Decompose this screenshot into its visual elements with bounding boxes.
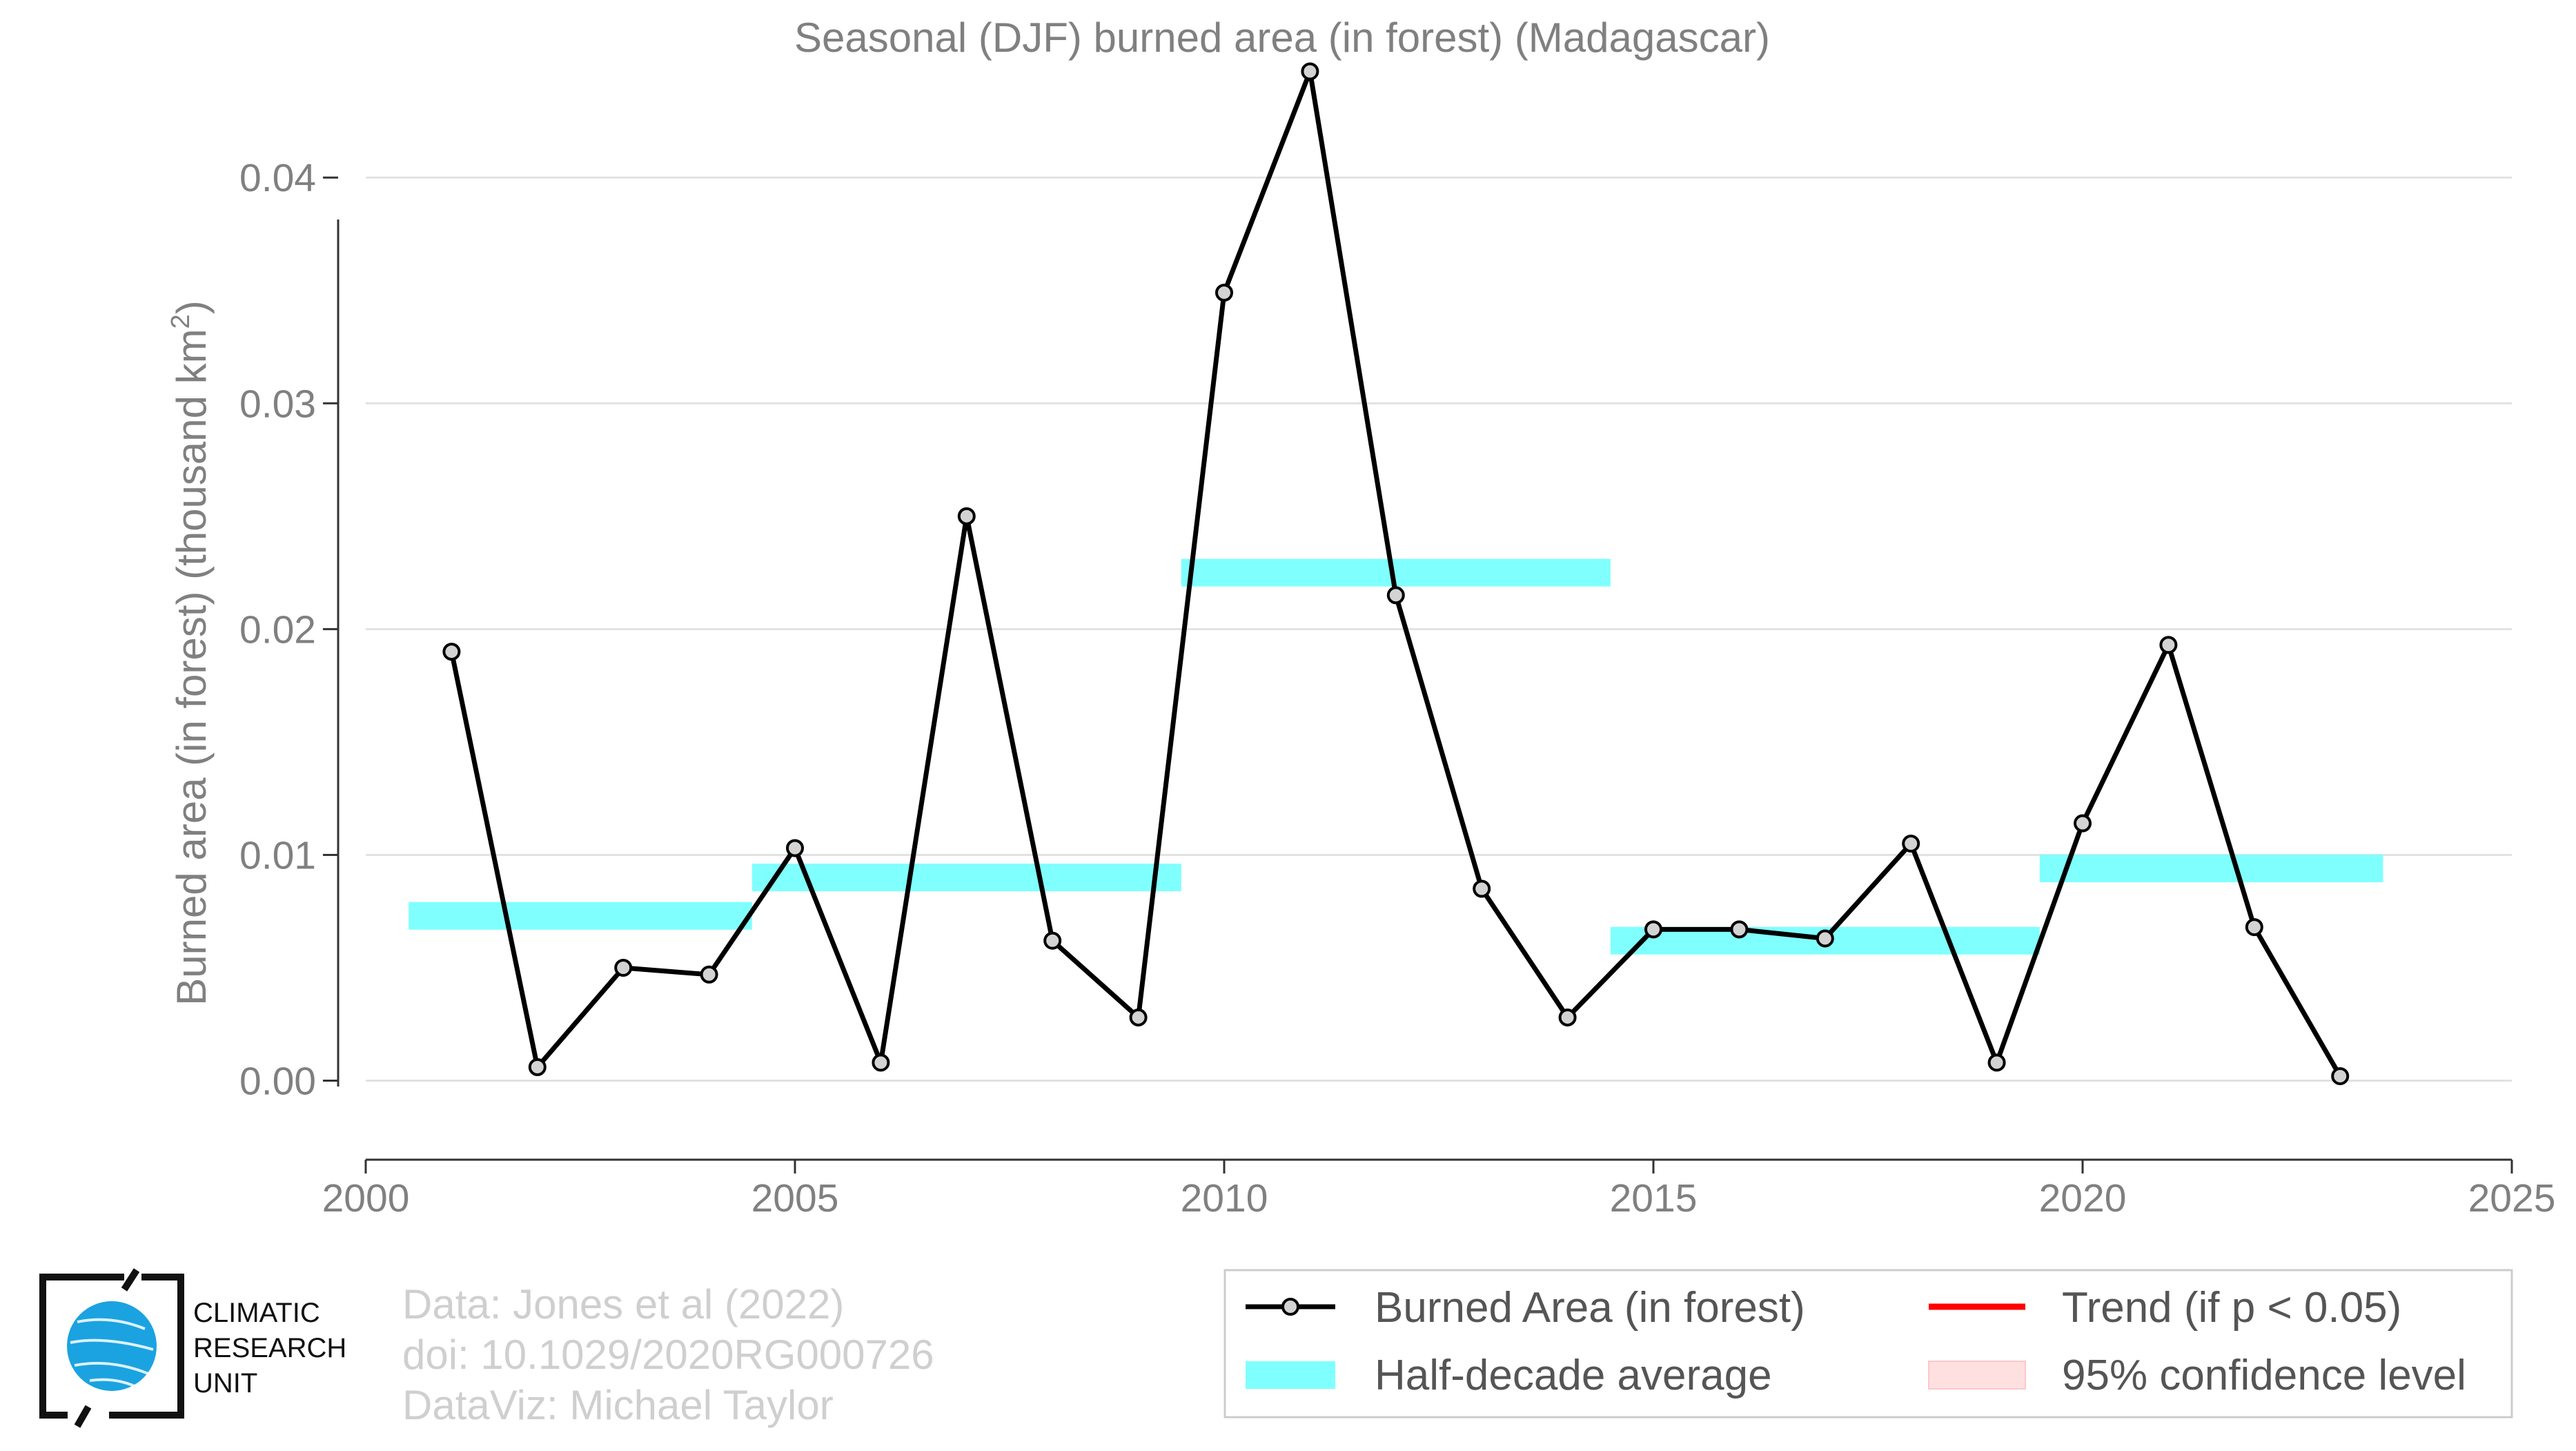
globe-lines-icon (70, 1318, 154, 1387)
cru-logo: CLIMATIC RESEARCH UNIT (39, 1268, 346, 1428)
x-tick-label: 2015 (1610, 1176, 1698, 1220)
data-point (872, 1053, 890, 1072)
data-point (2245, 918, 2263, 937)
data-point (700, 965, 718, 984)
logo-text-climatic: CLIMATIC (193, 1298, 320, 1328)
chart-title: Seasonal (DJF) burned area (in forest) (… (794, 14, 1770, 61)
logo-text-research: RESEARCH (193, 1333, 346, 1363)
x-tick-label: 2000 (322, 1176, 410, 1220)
data-point (1473, 879, 1491, 898)
half-decade-bands (409, 558, 2383, 955)
data-point (442, 643, 461, 661)
y-axis-label: Burned area (in forest) (thousand km2) (166, 300, 215, 1006)
x-tick-label: 2020 (2039, 1176, 2127, 1220)
data-point (1043, 931, 1062, 950)
data-point (528, 1058, 547, 1076)
legend-marker-burned-area (1281, 1298, 1299, 1316)
data-point (1386, 586, 1405, 605)
data-point (2331, 1067, 2350, 1085)
credit-doi: doi: 10.1029/2020RG000726 (402, 1332, 934, 1378)
credit-data-source: Data: Jones et al (2022) (402, 1281, 844, 1327)
legend-label-burned-area: Burned Area (in forest) (1375, 1284, 1805, 1332)
half-decade-band (751, 864, 1181, 892)
data-point (1644, 920, 1662, 939)
data-point (614, 958, 633, 977)
grid-lines (366, 176, 2512, 1082)
legend: Burned Area (in forest) Trend (if p < 0.… (1223, 1269, 2513, 1419)
burned-area-points (442, 62, 2350, 1085)
data-point (1730, 920, 1749, 939)
legend-swatch-half-decade (1246, 1361, 1335, 1389)
logo-text-unit: UNIT (193, 1368, 257, 1399)
axes (337, 220, 2512, 1161)
data-point (786, 839, 804, 857)
y-tick-label: 0.01 (239, 833, 316, 877)
y-tick-label: 0.00 (239, 1060, 316, 1104)
legend-swatch-confidence (1928, 1361, 2026, 1390)
legend-label-confidence: 95% confidence level (2062, 1352, 2466, 1399)
legend-box (1223, 1269, 2513, 1419)
data-point (1215, 284, 1233, 302)
x-tick-label: 2025 (2468, 1176, 2556, 1220)
y-axis-label-superscript: 2 (166, 314, 195, 329)
data-point (1816, 929, 1834, 948)
logo-slash-bottom-icon (74, 1405, 92, 1428)
legend-label-trend: Trend (if p < 0.05) (2062, 1284, 2401, 1332)
y-tick-label: 0.02 (239, 607, 316, 652)
data-point (1902, 835, 1920, 853)
half-decade-band (409, 902, 752, 930)
y-tick-label: 0.04 (239, 156, 316, 200)
data-point (1558, 1008, 1577, 1026)
x-ticks: 2000 2005 2010 2015 2020 2025 (322, 1160, 2556, 1220)
x-tick-label: 2010 (1181, 1176, 1268, 1220)
credit-dataviz: DataViz: Michael Taylor (402, 1382, 834, 1428)
logo-bracket-icon (39, 1274, 184, 1419)
x-tick-label: 2005 (751, 1176, 839, 1220)
y-ticks: 0.00 0.01 0.02 0.03 0.04 (239, 156, 338, 1104)
data-point (957, 507, 976, 525)
logo-slash-top-icon (121, 1268, 140, 1292)
data-point (2074, 814, 2092, 832)
y-tick-label: 0.03 (239, 382, 316, 426)
half-decade-band (2039, 855, 2383, 883)
data-point (1129, 1008, 1148, 1026)
data-point (1987, 1053, 2006, 1072)
legend-label-half-decade: Half-decade average (1375, 1352, 1772, 1399)
data-point (1301, 62, 1319, 81)
data-point (2159, 636, 2178, 654)
